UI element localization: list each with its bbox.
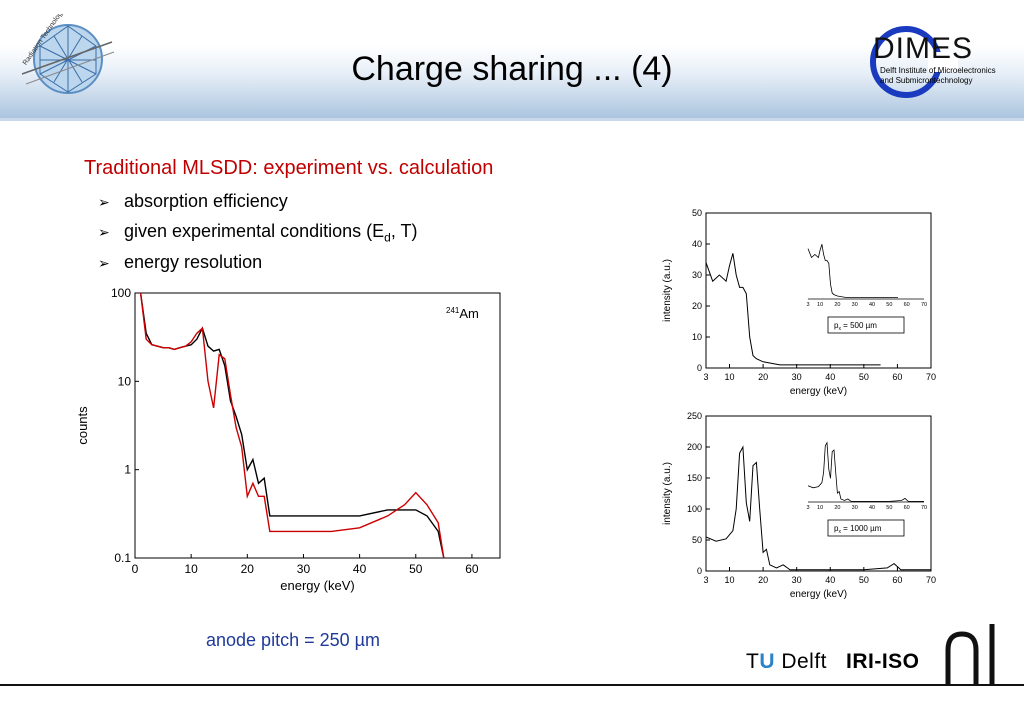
spectrum-1000um-chart: 3 10 20 30 40 50 60 70 0 50 100 150 200 250 energy (ke… [662,411,936,600]
y-tick-label: 50 [692,208,702,218]
plot-frame [705,415,932,572]
bullet-resolution: ➢ energy resolution [98,252,263,272]
x-tick-label: 20 [758,372,768,382]
dimes-name: DIMES [873,32,974,65]
section-heading: Traditional MLSDD: experiment vs. calcul… [84,157,494,179]
tu-delft-logo: TU Delft [746,650,828,673]
x-tick-label: 10 [184,562,198,576]
x-tick-label: 20 [241,562,255,576]
y-tick-label: 10 [118,374,132,388]
y-tick-label: 0 [697,566,702,576]
dimes-subtitle-1: Delft Institute of Microelectronics [880,66,996,75]
footer-divider [0,684,1024,686]
y-axis-label: intensity (a.u.) [662,259,673,322]
x-axis-label: energy (keV) [280,578,354,593]
pitch-label: px = 500 µm [834,321,877,332]
x-tick-label: 30 [297,562,311,576]
inset-tick-label: 70 [921,302,927,308]
x-tick-label: 3 [703,575,708,585]
y-tick-label: 20 [692,301,702,311]
y-tick-label: 150 [687,473,702,483]
x-tick-label: 70 [926,372,936,382]
y-tick-label: 50 [692,535,702,545]
spectrum-500um-chart: 3 10 20 30 40 50 60 70 0 10 20 30 40 50 energy (keV) in… [662,208,936,397]
plot-frame [705,212,932,369]
x-tick-label: 40 [825,372,835,382]
radiation-technology-logo: Radiation Technology [21,14,115,94]
dimes-subtitle-2: and Submicrontechnology [880,76,973,85]
inset-tick-label: 3 [806,505,809,511]
header-divider [0,118,1024,121]
header-band [0,0,1024,120]
inset-tick-label: 3 [806,302,809,308]
y-tick-label: 0 [697,363,702,373]
series-line [705,445,931,571]
arch-logo-icon [945,624,995,684]
x-tick-label: 40 [353,562,367,576]
inset-tick-label: 50 [886,505,892,511]
x-tick-label: 40 [825,575,835,585]
bullet-conditions: ➢ given experimental conditions (Ed, T) [98,221,418,245]
x-tick-label: 50 [859,575,869,585]
pitch-label-box [827,316,905,334]
inset-tick-label: 10 [817,302,823,308]
x-tick-label: 3 [703,372,708,382]
x-tick-label: 10 [724,575,734,585]
anode-pitch-label: anode pitch = 250 µm [206,630,380,650]
arrow-bullet-icon: ➢ [98,194,110,210]
plot-frame [134,292,501,559]
y-tick-label: 200 [687,442,702,452]
x-axis-label: energy (keV) [790,386,847,397]
y-tick-label: 1 [124,463,131,477]
inset-tick-label: 60 [904,302,910,308]
x-tick-label: 70 [926,575,936,585]
x-tick-label: 20 [758,575,768,585]
y-tick-label: 100 [111,286,131,300]
y-tick-label: 0.1 [114,551,131,565]
inset-tick-label: 30 [852,302,858,308]
y-tick-label: 100 [687,504,702,514]
pitch-label-box [827,519,905,537]
x-tick-label: 30 [792,372,802,382]
x-tick-label: 0 [132,562,139,576]
y-tick-label: 250 [687,411,702,421]
inset-tick-label: 70 [921,505,927,511]
bullet-absorption: ➢ absorption efficiency [98,191,288,211]
inset-tick-label: 30 [852,505,858,511]
x-tick-label: 60 [892,575,902,585]
x-tick-label: 50 [409,562,423,576]
inset-tick-label: 20 [834,505,840,511]
x-tick-label: 30 [792,575,802,585]
y-tick-label: 40 [692,239,702,249]
inset-tick-label: 50 [886,302,892,308]
inset-tick-label: 10 [817,505,823,511]
x-tick-label: 60 [465,562,479,576]
x-tick-label: 10 [724,372,734,382]
x-tick-label: 60 [892,372,902,382]
arrow-bullet-icon: ➢ [98,255,110,271]
inset-series-line [807,244,898,298]
arrow-bullet-icon: ➢ [98,224,110,240]
x-axis-label: energy (keV) [790,589,847,600]
pitch-label: px = 1000 µm [834,524,882,535]
inset-tick-label: 20 [834,302,840,308]
calculated-series-line [139,292,445,559]
slide-title: Charge sharing ... (4) [351,50,673,88]
main-spectrum-chart: 0 10 20 30 40 50 60 0.1 1 10 100 energy (keV) counts… [75,286,501,593]
x-tick-label: 50 [859,372,869,382]
dimes-logo [870,26,958,98]
y-axis-label: counts [75,406,90,445]
inset-tick-label: 40 [869,505,875,511]
inset-tick-label: 40 [869,302,875,308]
y-tick-label: 30 [692,270,702,280]
inset-tick-label: 60 [904,505,910,511]
inset-series-line [807,441,924,502]
series-line [705,253,881,366]
y-axis-label: intensity (a.u.) [662,462,673,525]
iri-iso-logo: IRI-ISO [846,650,920,673]
y-tick-label: 10 [692,332,702,342]
isotope-annotation: 241Am [446,306,479,321]
